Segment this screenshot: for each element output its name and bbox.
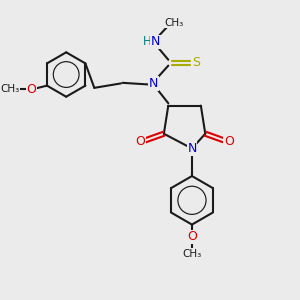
Text: O: O: [135, 135, 145, 148]
Text: O: O: [224, 135, 234, 148]
Text: S: S: [192, 56, 200, 69]
Text: CH₃: CH₃: [165, 18, 184, 28]
Text: O: O: [187, 230, 197, 243]
Text: N: N: [187, 142, 197, 155]
Text: H: H: [142, 35, 152, 49]
Text: CH₃: CH₃: [1, 84, 20, 94]
Text: N: N: [149, 77, 158, 90]
Text: N: N: [151, 35, 160, 49]
Text: O: O: [27, 83, 37, 96]
Text: CH₃: CH₃: [182, 249, 202, 259]
